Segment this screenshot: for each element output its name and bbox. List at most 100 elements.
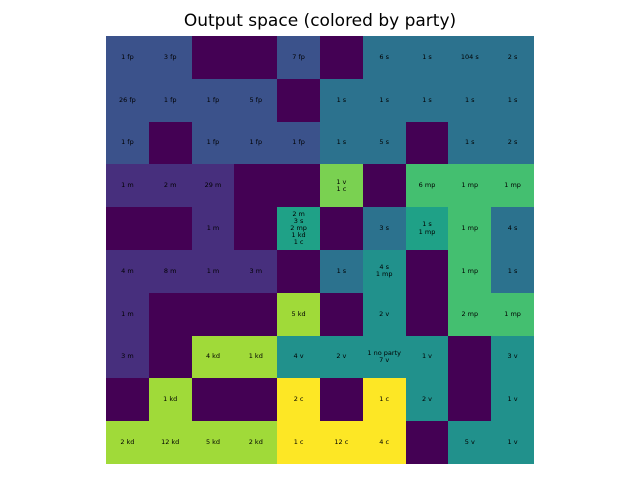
chart-title: Output space (colored by party) [183,11,457,31]
cell-label: 1 fp [121,52,134,61]
heatmap-cell: 1 s 1 mp [405,207,449,250]
heatmap-cell: 2 kd [106,421,149,464]
heatmap-cell: 4 m [106,249,149,293]
cell-label: 1 s [507,95,518,104]
cell-label: 4 s 1 mp [375,263,393,279]
heatmap-cell: 2 m 3 s 2 mp 1 kd 1 c [277,207,320,250]
cell-label: 5 kd [291,309,306,318]
heatmap-cell: 1 c [362,378,406,422]
heatmap-cell: 4 v [277,335,320,379]
heatmap-cell [234,36,278,79]
cell-label: 8 m [163,266,177,275]
cell-label: 2 c [293,395,304,404]
cell-label: 1 fp [163,95,177,104]
heatmap-cell [319,378,363,422]
heatmap-cell: 2 s [491,121,534,165]
heatmap-cell: 3 v [491,335,534,379]
heatmap-cell: 1 mp [448,249,492,293]
cell-label: 4 c [379,437,390,446]
cell-label: 1 s [336,138,347,147]
cell-label: 1 fp [249,138,263,147]
heatmap-cell: 1 c [277,421,320,464]
heatmap-cell [405,249,449,293]
heatmap-cell: 3 m [234,249,278,293]
heatmap-cell: 29 m [191,164,235,208]
heatmap-cell: 104 s [448,36,492,79]
cell-label: 4 kd [205,352,221,361]
heatmap-cell: 1 mp [491,164,534,208]
cell-label: 1 mp [504,181,521,190]
cell-label: 2 v [421,395,433,404]
heatmap-cell: 1 s [362,78,406,122]
heatmap-cell [319,207,363,250]
heatmap-cell: 1 mp [448,164,492,208]
cell-label: 26 fp [119,95,136,104]
cell-label: 4 v [293,352,304,361]
cell-label: 12 c [334,437,349,446]
heatmap-cell: 1 fp [277,121,320,165]
cell-label: 6 s [379,52,389,61]
heatmap-cell: 5 kd [277,292,320,336]
cell-label: 1 kd [163,395,178,404]
cell-label: 1 s [464,95,475,104]
heatmap-cell: 1 m [191,249,235,293]
heatmap-cell [362,164,406,208]
cell-label: 1 mp [504,309,521,318]
cell-label: 6 mp [418,181,436,190]
cell-label: 1 v [507,395,518,404]
heatmap-cell: 8 m [148,249,192,293]
heatmap-cell: 1 s [319,249,363,293]
cell-label: 1 s [336,266,347,275]
heatmap-cell: 2 mp [448,292,492,336]
heatmap-cell [319,36,363,79]
heatmap-cell: 1 mp [448,207,492,250]
heatmap-cell: 4 s 1 mp [362,249,406,293]
cell-label: 1 fp [206,95,220,104]
heatmap-cell: 2 v [319,335,363,379]
heatmap-cell: 1 s [405,36,449,79]
heatmap-cell [234,207,278,250]
cell-label: 2 m [163,181,177,190]
cell-label: 3 v [507,352,518,361]
cell-label: 1 s 1 mp [418,220,436,236]
cell-label: 1 mp [461,181,479,190]
cell-label: 2 s [507,52,518,61]
heatmap-cell: 1 mp [491,292,534,336]
cell-label: 1 v [507,437,518,446]
heatmap-cell: 1 kd [148,378,192,422]
heatmap-cell: 1 fp [148,78,192,122]
cell-label: 4 m [121,266,134,275]
heatmap-cell [148,121,192,165]
heatmap-cell: 2 v [362,292,406,336]
heatmap-cell: 2 m [148,164,192,208]
cell-label: 29 m [204,181,222,190]
heatmap-cell: 1 s [491,78,534,122]
cell-label: 1 fp [121,138,134,147]
heatmap-cell [405,292,449,336]
heatmap-cell: 2 s [491,36,534,79]
cell-label: 1 s [336,95,347,104]
heatmap-cell: 4 kd [191,335,235,379]
heatmap-cell [448,378,492,422]
heatmap-cell [148,335,192,379]
heatmap-cell: 1 m [106,292,149,336]
heatmap-cell: 5 fp [234,78,278,122]
heatmap-cell: 1 v [491,421,534,464]
heatmap-cell [277,164,320,208]
heatmap-cell: 1 fp [191,78,235,122]
heatmap-grid: 1 fp 3 fp 7 fp 6 s 1 s 104 s 2 s 26 fp 1 fp 1 fp 5… [106,36,534,464]
cell-label: 4 s [507,223,518,232]
cell-label: 1 c [379,395,390,404]
heatmap-cell: 3 m [106,335,149,379]
cell-label: 1 s [422,52,432,61]
cell-label: 5 fp [249,95,263,104]
cell-label: 3 m [249,266,263,275]
cell-label: 1 fp [206,138,220,147]
heatmap-cell [191,378,235,422]
heatmap-cell: 1 fp [191,121,235,165]
cell-label: 3 fp [163,52,177,61]
cell-label: 5 kd [205,437,221,446]
heatmap-cell: 2 v [405,378,449,422]
heatmap-cell: 12 kd [148,421,192,464]
cell-label: 1 m [206,266,220,275]
